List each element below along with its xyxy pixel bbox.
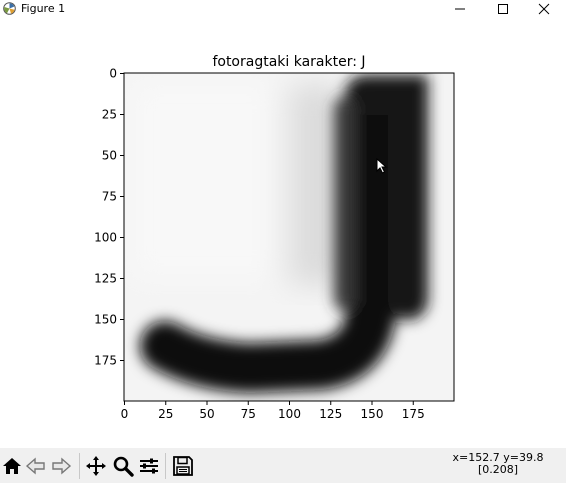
y-tick-label: 75 bbox=[102, 190, 117, 204]
subplots-button[interactable] bbox=[137, 454, 161, 478]
subplots-icon bbox=[140, 458, 158, 474]
plot-svg[interactable]: fotoragtaki karakter: J 0 25 50 75 100 125 150… bbox=[0, 17, 566, 448]
navigation-toolbar: x=152.7 y=39.8 [0.208] bbox=[0, 448, 566, 483]
mouse-cursor-icon bbox=[376, 158, 388, 174]
y-tick-label: 100 bbox=[94, 231, 117, 245]
zoom-button[interactable] bbox=[111, 454, 135, 478]
save-button[interactable] bbox=[171, 454, 195, 478]
minimize-icon bbox=[455, 8, 465, 10]
home-icon bbox=[3, 458, 21, 474]
maximize-icon bbox=[498, 4, 508, 14]
y-tick-label: 150 bbox=[94, 313, 117, 327]
x-tick-label: 175 bbox=[402, 407, 425, 421]
toolbar-separator bbox=[79, 453, 80, 479]
figure-canvas[interactable]: fotoragtaki karakter: J 0 25 50 75 100 125 150… bbox=[0, 17, 566, 448]
y-tick-label: 125 bbox=[94, 272, 117, 286]
save-icon bbox=[173, 456, 193, 476]
x-tick-label: 0 bbox=[121, 407, 129, 421]
back-arrow-icon bbox=[25, 457, 45, 475]
minimize-button[interactable] bbox=[440, 0, 480, 17]
forward-button[interactable] bbox=[49, 454, 73, 478]
character-stroke bbox=[140, 75, 428, 394]
cursor-readout: x=152.7 y=39.8 [0.208] bbox=[438, 452, 558, 476]
toolbar-separator bbox=[165, 453, 166, 479]
close-button[interactable] bbox=[524, 0, 564, 17]
x-tick-label: 75 bbox=[241, 407, 256, 421]
close-icon bbox=[538, 3, 550, 15]
x-tick-label: 100 bbox=[278, 407, 301, 421]
x-tick-label: 150 bbox=[361, 407, 384, 421]
matplotlib-icon bbox=[3, 2, 16, 15]
x-tick-label: 125 bbox=[319, 407, 342, 421]
y-tick-label: 50 bbox=[102, 149, 117, 163]
title-bar: Figure 1 bbox=[0, 0, 566, 17]
y-tick-label: 0 bbox=[109, 67, 117, 81]
x-tick-label: 25 bbox=[158, 407, 173, 421]
image-shading bbox=[130, 80, 340, 285]
pixel-value: [0.208] bbox=[477, 463, 519, 476]
y-tick-label: 25 bbox=[102, 108, 117, 122]
home-button[interactable] bbox=[0, 454, 24, 478]
chart-title: fotoragtaki karakter: J bbox=[212, 54, 365, 70]
back-button[interactable] bbox=[24, 454, 48, 478]
window-title: Figure 1 bbox=[21, 2, 66, 15]
x-tick-label: 50 bbox=[199, 407, 214, 421]
image-heatmap[interactable] bbox=[124, 73, 454, 401]
pan-icon bbox=[86, 456, 106, 476]
pan-button[interactable] bbox=[84, 454, 108, 478]
x-axis: 0 25 50 75 100 125 150 175 bbox=[121, 401, 425, 421]
forward-arrow-icon bbox=[52, 457, 72, 475]
zoom-icon bbox=[113, 456, 134, 477]
y-tick-label: 175 bbox=[94, 354, 117, 368]
cursor-coordinates: x=152.7 y=39.8 bbox=[452, 451, 544, 464]
maximize-button[interactable] bbox=[483, 0, 523, 17]
y-axis: 0 25 50 75 100 125 150 175 bbox=[94, 67, 124, 368]
